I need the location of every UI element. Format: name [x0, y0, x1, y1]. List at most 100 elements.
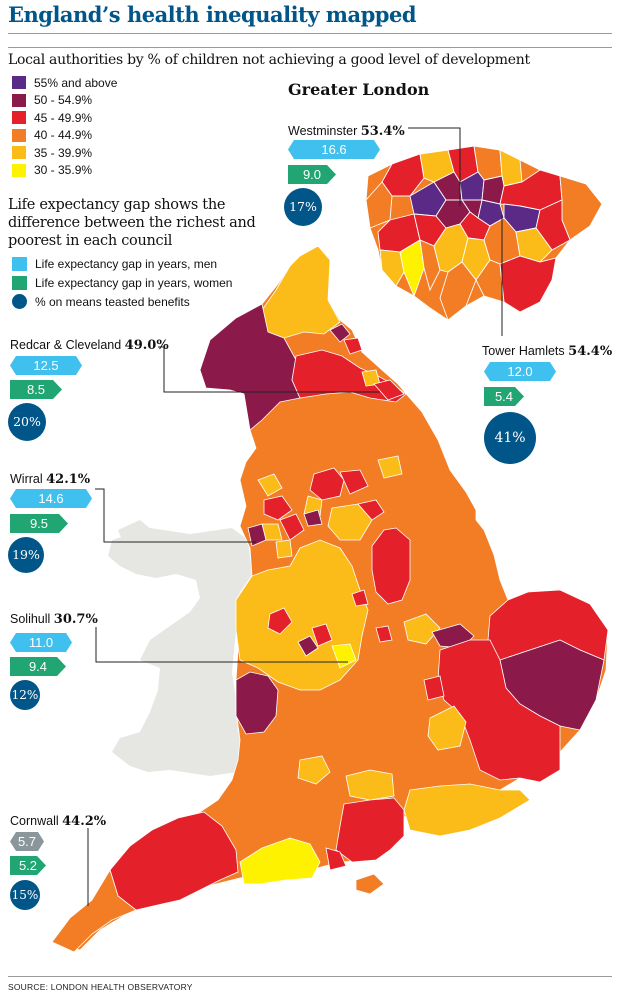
council-pct: 53.4% [360, 124, 405, 139]
westminster-leader [408, 127, 461, 206]
region-35-39 [379, 249, 405, 287]
page-title: England’s health inequality mapped [8, 2, 417, 27]
council-name: Westminster [288, 124, 358, 138]
title-divider [8, 33, 612, 34]
benefits-swatch [12, 294, 27, 309]
region-45-49 [263, 495, 293, 521]
region-45-49 [311, 623, 333, 647]
region-45-49 [267, 607, 293, 635]
region-50-54 [235, 671, 279, 735]
region-45-49 [351, 589, 369, 607]
region-45-49 [291, 349, 407, 403]
council-name: Wirral [10, 472, 43, 486]
legend-label: 50 - 54.9% [34, 93, 93, 108]
map-subtitle: Local authorities by % of children not a… [8, 52, 530, 68]
council-name: Cornwall [10, 814, 59, 828]
region-30-35 [399, 239, 425, 298]
council-pct: 30.7% [53, 612, 98, 627]
redcar-leader [158, 346, 380, 393]
men-gap-tag: 12.0 [484, 362, 556, 381]
council-name: Solihull [10, 612, 51, 626]
region-45-49 [279, 513, 305, 541]
women-gap-tag: 8.5 [10, 380, 62, 399]
region-35-39 [403, 783, 531, 837]
men-gap-tag: 16.6 [288, 140, 380, 159]
region-35-39 [515, 227, 553, 263]
benefits-circle: 15% [10, 880, 40, 910]
region-45-49 [343, 337, 363, 355]
wirral-leader [95, 488, 256, 543]
legend-label: Life expectancy gap in years, men [35, 256, 218, 271]
callout-cornwall: Cornwall 44.2% [10, 812, 106, 830]
legend-label: Life expectancy gap in years, women [35, 275, 233, 290]
legend-item: 30 - 35.9% [12, 162, 117, 180]
legend-label: 30 - 35.9% [34, 163, 93, 178]
callout-solihull: Solihull 30.7% [10, 610, 98, 628]
region-45-49 [325, 847, 347, 871]
region-50-54 [247, 523, 267, 547]
legend-swatch [12, 163, 26, 177]
region-45-49 [109, 811, 239, 911]
women-swatch [12, 275, 27, 290]
legend-label: 40 - 44.9% [34, 128, 93, 143]
benefits-circle: 41% [484, 412, 536, 464]
council-name: Tower Hamlets [482, 344, 565, 358]
region-50-54 [329, 323, 351, 343]
callout-westminster: Westminster 53.4% [288, 122, 405, 140]
legend-item: 40 - 44.9% [12, 127, 117, 145]
solihull-leader [95, 627, 348, 663]
women-gap-tag: 5.4 [484, 387, 524, 406]
legend-swatch [12, 76, 26, 90]
region-35-39 [403, 613, 441, 645]
region-40-44 [439, 261, 477, 321]
legend-item: 55% and above [12, 74, 117, 92]
legend-item: 45 - 49.9% [12, 109, 117, 127]
men-gap-tag: 12.5 [10, 356, 82, 375]
region-45-49 [309, 467, 345, 501]
footer-divider [8, 976, 612, 977]
legend-swatch [12, 128, 26, 142]
benefits-circle: 20% [8, 403, 46, 441]
region-40-44 [51, 869, 137, 953]
region-35-39 [427, 705, 467, 751]
women-gap-tag: 9.0 [288, 165, 336, 184]
legend-swatch [12, 93, 26, 107]
region-30-35 [239, 837, 321, 885]
men-gap-tag: 11.0 [10, 633, 72, 652]
region-40-44 [365, 181, 393, 229]
women-gap-tag: 5.2 [10, 856, 46, 875]
region-45-49 [335, 797, 405, 863]
region-35-39 [275, 539, 293, 559]
wales-region [108, 528, 252, 776]
region-45-49 [499, 255, 557, 313]
council-pct: 54.4% [568, 344, 613, 359]
men-gap-tag: 5.7 [10, 832, 44, 851]
benefits-circle: 17% [284, 188, 322, 226]
legend-item: 35 - 39.9% [12, 144, 117, 162]
region-50-54 [297, 635, 319, 657]
council-pct: 42.1% [46, 472, 91, 487]
callout-wirral: Wirral 42.1% [10, 470, 90, 488]
anglesey-region [118, 520, 152, 540]
london-inset-title: Greater London [288, 80, 430, 99]
region-45-49 [371, 527, 411, 605]
region-35-39 [345, 769, 395, 801]
legend-label: 55% and above [34, 75, 118, 90]
leader-lines [87, 127, 503, 906]
legend-label: 35 - 39.9% [34, 145, 93, 160]
development-legend: 55% and above 50 - 54.9% 45 - 49.9% 40 -… [12, 74, 117, 179]
callout-tower-hamlets: Tower Hamlets 54.4% [482, 342, 612, 360]
council-name: Redcar & Cleveland [10, 338, 122, 352]
subtitle-divider [8, 47, 612, 48]
region-50-54 [199, 303, 301, 431]
women-gap-tag: 9.4 [10, 657, 66, 676]
region-45-49 [375, 625, 393, 643]
callout-redcar: Redcar & Cleveland 49.0% [10, 336, 169, 354]
benefits-circle: 19% [8, 537, 44, 573]
region-35-39 [257, 473, 283, 497]
legend-item: 50 - 54.9% [12, 92, 117, 110]
women-gap-tag: 9.5 [10, 514, 68, 533]
council-pct: 49.0% [124, 338, 169, 353]
isle-of-wight [355, 873, 385, 895]
